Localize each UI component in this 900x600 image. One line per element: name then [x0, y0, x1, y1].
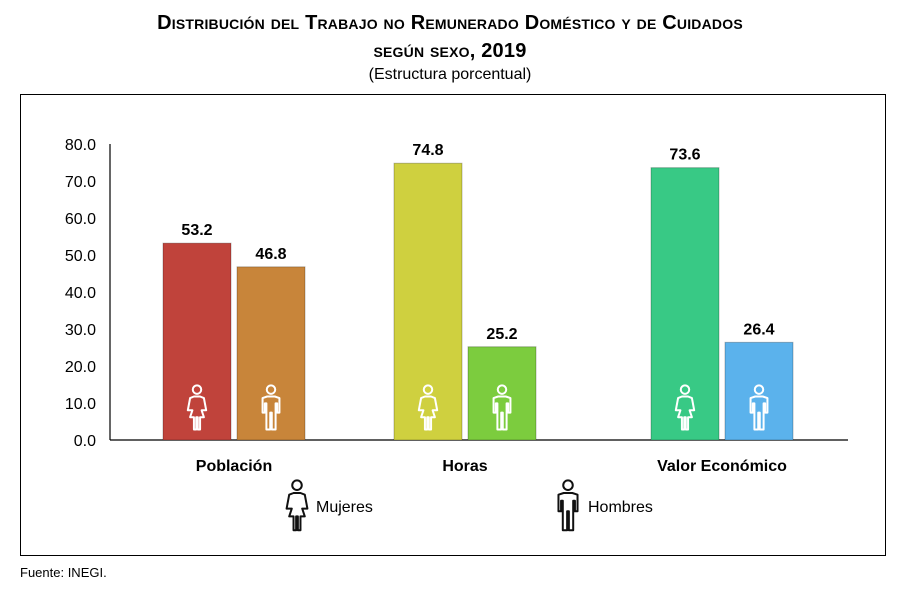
man-icon: [261, 384, 281, 431]
data-label: 46.8: [255, 246, 286, 263]
data-label: 73.6: [669, 147, 700, 164]
woman-icon: [186, 384, 208, 431]
y-tick-label: 60.0: [65, 211, 96, 228]
category-label: Valor Económico: [657, 458, 787, 475]
data-label: 74.8: [412, 142, 443, 159]
y-tick-label: 30.0: [65, 322, 96, 339]
data-label: 53.2: [181, 222, 212, 239]
y-tick-label: 40.0: [65, 285, 96, 302]
man-icon: [749, 384, 769, 431]
legend-label: Mujeres: [316, 499, 373, 516]
category-label: Horas: [442, 458, 487, 475]
legend-man-icon: [557, 479, 579, 532]
chart-title-line1: Distribución del Trabajo no Remunerado D…: [157, 12, 743, 34]
data-label: 25.2: [486, 326, 517, 343]
chart-subtitle: (Estructura porcentual): [368, 66, 532, 83]
chart-frame: [20, 94, 886, 556]
data-label: 26.4: [743, 321, 774, 338]
woman-icon: [674, 384, 696, 431]
woman-icon: [417, 384, 439, 431]
source-note: Fuente: INEGI.: [20, 565, 107, 580]
y-tick-label: 50.0: [65, 248, 96, 265]
man-icon: [492, 384, 512, 431]
bar: [650, 167, 720, 441]
bar: [162, 242, 232, 441]
y-tick-label: 0.0: [74, 433, 96, 450]
legend-woman-icon: [285, 479, 309, 532]
legend-label: Hombres: [588, 499, 653, 516]
bar: [393, 162, 463, 441]
y-tick-label: 20.0: [65, 359, 96, 376]
category-label: Población: [196, 458, 272, 475]
y-tick-label: 10.0: [65, 396, 96, 413]
chart-title-line2: según sexo, 2019: [373, 40, 527, 62]
bar: [236, 266, 306, 441]
y-tick-label: 80.0: [65, 137, 96, 154]
y-tick-label: 70.0: [65, 174, 96, 191]
